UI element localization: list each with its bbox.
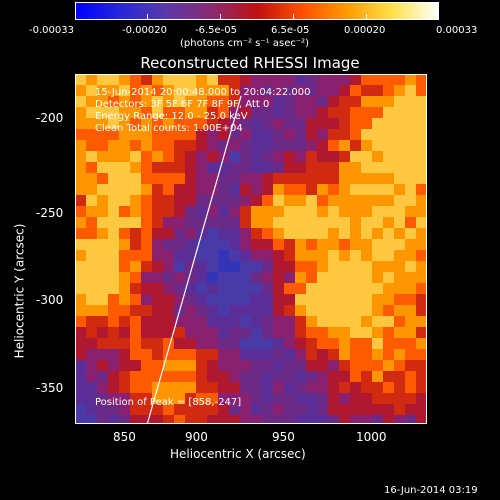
y-tick-1: -200 [36,111,64,125]
info-detectors: Detectors: 3F 5F 6F 7F 8F 9F, Att 0 [95,99,270,110]
y-tick-3: -300 [36,293,64,307]
colorbar-label-2: -0.00020 [122,25,167,36]
limb-line [146,95,242,424]
x-tick-1: 850 [113,430,136,444]
y-tick-2: -250 [36,206,64,220]
colorbar-label-4: 6.5e-05 [271,25,310,36]
y-tick-4: -350 [36,381,64,395]
colorbar-label-1: -0.00033 [29,25,74,36]
y-axis-label: Heliocentric Y (arcsec) [12,223,27,359]
info-clean-counts: Clean Total counts: 1.00E+04 [95,123,243,134]
colorbar-label-6: 0.00033 [436,25,478,36]
colorbar [75,2,439,20]
colorbar-ticks [75,14,439,20]
x-tick-3: 950 [272,430,295,444]
x-tick-4: 1000 [356,430,387,444]
info-time-range: 15-Jun-2014 20:00:48.000 to 20:04:22.000 [95,87,311,98]
image-frame [75,74,427,424]
colorbar-label-5: 0.00020 [344,25,386,36]
heatmap-image [75,74,427,424]
heatmap-blobs [75,74,427,424]
x-tick-2: 900 [185,430,208,444]
colorbar-units: (photons cm⁻² s⁻¹ asec⁻²) [180,38,310,49]
x-axis-label: Heliocentric X (arcsec) [170,447,306,461]
timestamp: 16-Jun-2014 03:19 [384,485,478,496]
colorbar-label-3: -6.5e-05 [195,25,237,36]
plot-title: Reconstructed RHESSI Image [140,54,360,72]
info-energy-range: Energy Range: 12.0 - 25.0 keV [95,111,248,122]
info-peak-position: Position of Peak = [858,-247] [95,397,242,408]
